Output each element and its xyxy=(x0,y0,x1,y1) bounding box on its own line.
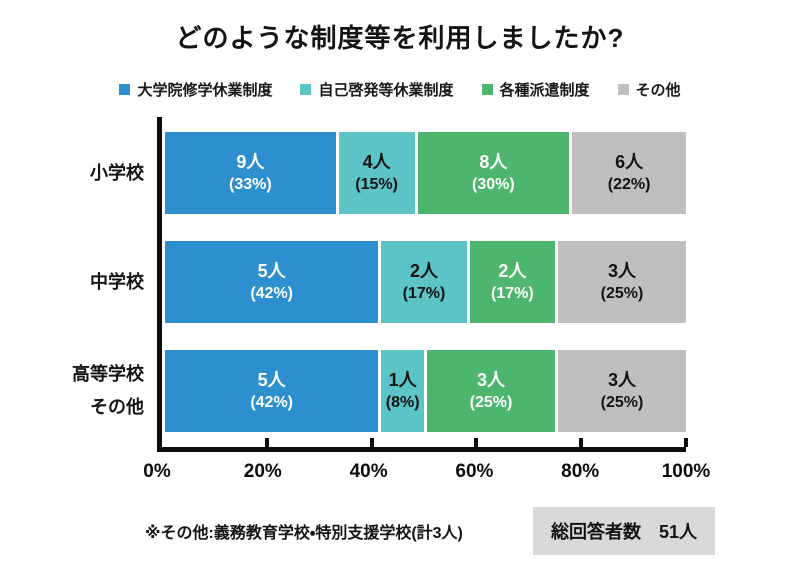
segment-count: 3人 xyxy=(607,261,636,281)
category-label: 高等学校その他 xyxy=(0,350,157,432)
segment-percent: (15%) xyxy=(355,176,398,193)
legend-label: 自己啓発等休業制度 xyxy=(318,81,454,99)
category-label-line: 小学校 xyxy=(90,162,144,183)
legend-swatch-icon xyxy=(119,83,131,95)
bar-segment: 8人 (30%) xyxy=(417,132,570,214)
legend-item: 各種派遣制度 xyxy=(481,79,590,100)
segment-percent: (25%) xyxy=(469,394,513,411)
legend-label: 大学院修学休業制度 xyxy=(137,81,273,99)
total-respondents-badge: 総回答者数 51人 xyxy=(532,507,715,555)
category-label-line: 中学校 xyxy=(90,271,144,292)
bar-row: 5人 (42%) 1人 (8%) 3人 (25%) 3人 (25%) xyxy=(162,350,686,432)
x-axis-tick-label: 20% xyxy=(243,461,282,482)
bar-segment: 5人 (42%) xyxy=(165,350,379,432)
segment-count: 5人 xyxy=(257,370,286,390)
x-axis-tick-label: 60% xyxy=(455,461,494,482)
segment-count: 6人 xyxy=(615,152,644,172)
legend-item: 自己啓発等休業制度 xyxy=(300,79,454,100)
bar-row: 5人 (42%) 2人 (17%) 2人 (17%) 3人 (25%) xyxy=(162,241,686,323)
x-axis-tick-mark xyxy=(684,438,688,447)
category-label: 中学校 xyxy=(0,241,157,323)
segment-percent: (30%) xyxy=(472,176,515,193)
category-label-line: その他 xyxy=(90,397,144,417)
x-axis-tick-labels: 0% 20% 40% 60% 80% 100% xyxy=(143,461,710,485)
x-axis-tick-mark xyxy=(579,438,584,447)
segment-percent: (25%) xyxy=(600,285,644,302)
category-label-line: 高等学校 xyxy=(72,364,144,384)
category-labels: 小学校中学校高等学校その他 xyxy=(0,117,157,452)
bar-segment: 2人 (17%) xyxy=(381,241,467,323)
x-axis-tick-mark xyxy=(264,438,269,447)
total-respondents-value: 51人 xyxy=(658,522,697,542)
footer: ※その他:義務教育学校・特別支援学校(計3人) 総回答者数 51人 xyxy=(0,507,800,555)
category-label: 小学校 xyxy=(0,132,157,214)
stacked-bar-chart: 小学校中学校高等学校その他 9人 (33%) 4人 (15%) 8人 (30%) 6人 (22… xyxy=(0,117,800,452)
legend-label: その他 xyxy=(635,81,681,99)
segment-count: 2人 xyxy=(498,261,527,281)
segment-count: 1人 xyxy=(388,370,417,390)
x-axis-tick-mark xyxy=(474,438,479,447)
segment-percent: (42%) xyxy=(250,394,293,411)
segment-percent: (8%) xyxy=(385,394,420,411)
x-axis-tick-label: 0% xyxy=(143,461,171,482)
segment-count: 3人 xyxy=(476,370,505,390)
legend-item: 大学院修学休業制度 xyxy=(119,79,272,100)
bar-segment: 3人 (25%) xyxy=(427,350,555,432)
plot-area: 9人 (33%) 4人 (15%) 8人 (30%) 6人 (22%) 5人 (42%) 2人 (17… xyxy=(157,117,688,452)
legend-swatch-icon xyxy=(481,83,493,95)
segment-count: 2人 xyxy=(409,261,438,281)
segment-percent: (22%) xyxy=(607,176,651,193)
legend-swatch-icon xyxy=(300,83,312,95)
bar-segment: 2人 (17%) xyxy=(469,241,555,323)
bar-segment: 3人 (25%) xyxy=(558,350,686,432)
x-axis-tick-mark xyxy=(369,438,374,447)
x-axis-tick-label: 40% xyxy=(349,461,388,482)
footnote: ※その他:義務教育学校・特別支援学校(計3人) xyxy=(145,525,463,542)
bar-segment: 3人 (25%) xyxy=(557,241,686,323)
legend: 大学院修学休業制度 自己啓発等休業制度 各種派遣制度 その他 xyxy=(0,79,800,99)
segment-count: 4人 xyxy=(362,152,391,172)
segment-count: 9人 xyxy=(236,152,265,172)
x-axis-tick-label: 100% xyxy=(661,461,711,482)
bar-segment: 5人 (42%) xyxy=(165,241,379,323)
total-respondents-label: 総回答者数 xyxy=(550,522,641,542)
bar-segment: 4人 (15%) xyxy=(338,132,415,214)
segment-count: 8人 xyxy=(479,152,508,172)
segment-percent: (17%) xyxy=(402,285,446,302)
bar-row: 9人 (33%) 4人 (15%) 8人 (30%) 6人 (22%) xyxy=(162,132,687,214)
chart-title: どのような制度等を利用しましたか? xyxy=(175,23,625,53)
legend-label: 各種派遣制度 xyxy=(499,81,590,99)
legend-swatch-icon xyxy=(617,83,629,95)
x-axis-tick-label: 80% xyxy=(561,461,600,482)
bar-segment: 6人 (22%) xyxy=(572,132,687,214)
segment-count: 3人 xyxy=(607,370,636,390)
bar-segment: 9人 (33%) xyxy=(165,132,336,214)
segment-count: 5人 xyxy=(257,261,286,281)
segment-percent: (17%) xyxy=(490,285,534,302)
segment-percent: (33%) xyxy=(228,176,272,193)
bar-segment: 1人 (8%) xyxy=(381,350,424,432)
segment-percent: (42%) xyxy=(250,285,293,302)
legend-item: その他 xyxy=(617,79,681,100)
segment-percent: (25%) xyxy=(600,394,644,411)
